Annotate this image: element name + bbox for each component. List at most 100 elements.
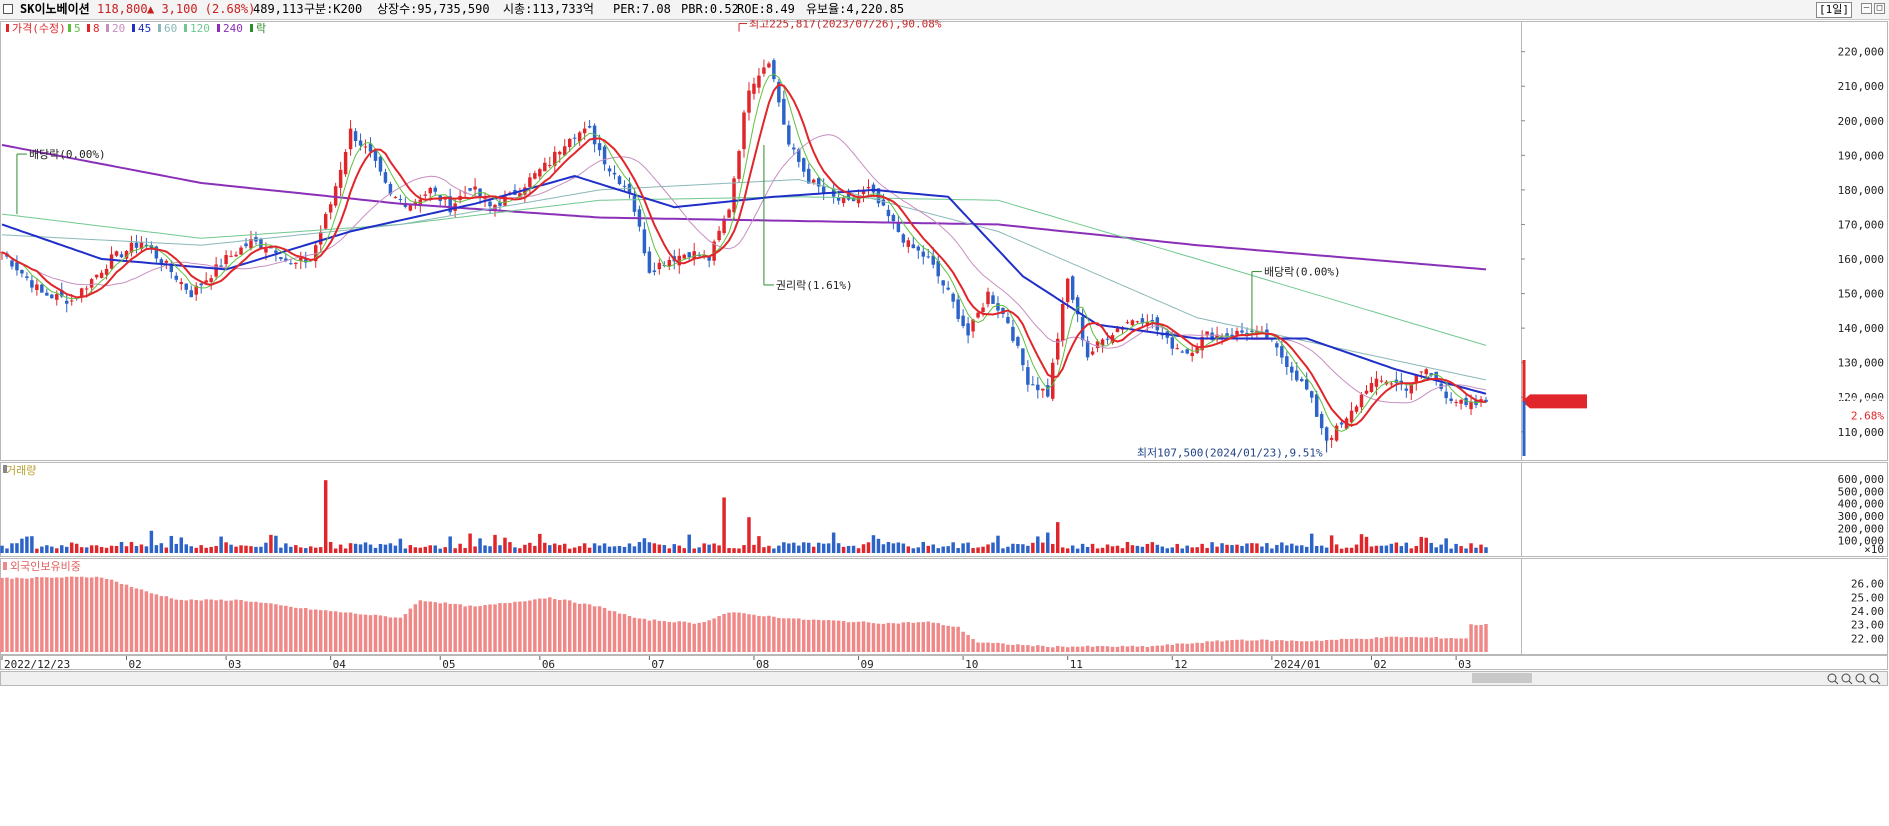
foreign-bar [602,607,607,652]
foreign-bar [592,606,597,652]
foreign-bar [941,625,945,652]
candle [587,126,592,128]
candle [1190,352,1194,357]
legend-item: 240 [223,22,243,35]
volume-bar [941,546,945,553]
candle [84,288,89,290]
volume-bar [677,545,681,553]
candle [816,178,821,187]
x-tick-label: 04 [333,658,347,671]
volume-bar [1349,547,1354,553]
candle [488,201,492,207]
volume-bar [134,546,139,553]
volume-y-tick: 400,000 [1838,498,1884,511]
candle [60,290,64,297]
volume-bar [304,548,308,553]
foreign-bar [348,612,353,652]
volume-y-tick: 500,000 [1838,485,1884,498]
candle [652,270,657,272]
period-selector[interactable]: [1일] [1816,2,1852,18]
chart-checkbox[interactable] [3,4,13,14]
foreign-bar [428,601,433,652]
candle [1125,322,1130,324]
ma60-line [1,178,1487,381]
volume-bar [508,542,512,553]
foreign-bar [1140,646,1145,652]
volume-bar [886,541,891,553]
volume-bar [1016,544,1020,553]
volume-bar [807,542,811,553]
foreign-bar [1130,645,1135,652]
maximize-icon[interactable]: □ [1874,3,1885,14]
volume-bar [10,543,14,553]
candle [1245,332,1249,335]
foreign-bar [841,621,846,652]
candle [1031,384,1035,386]
candle [1324,427,1329,441]
foreign-bar [50,577,54,652]
foreign-bar [662,621,667,652]
volume-bar [567,548,572,553]
price-change: ▲ 3,100 (2.68%) [147,2,256,16]
volume-bar [154,545,159,553]
volume-y-tick: 300,000 [1838,510,1884,523]
foreign-y-tick: 25.00 [1851,591,1884,604]
volume-bar [159,543,164,553]
foreign-bar [1464,638,1468,652]
foreign-bar [1120,645,1125,652]
volume-bar [503,537,507,553]
candle [1026,367,1030,385]
candle [144,244,149,247]
candle [154,246,159,259]
foreign-bar [1036,645,1040,652]
volume-bar [901,543,906,553]
zoom-reset-icon[interactable] [1855,673,1867,685]
candle [1140,318,1145,324]
legend-swatch [6,24,9,32]
volume-bar [254,546,258,553]
volume-bar [1424,537,1428,553]
y-tick-label: 170,000 [1838,218,1884,231]
volume-bar [1369,546,1374,553]
zoom-fit-icon[interactable] [1869,673,1881,685]
volume-bar [1270,548,1274,553]
volume-bar [966,542,970,553]
candle [338,169,343,188]
candle [1180,351,1184,353]
foreign-bar [966,634,970,652]
foreign-bar [378,615,383,652]
candle [622,185,627,187]
foreign-bar [1090,646,1095,652]
candle [548,165,552,167]
minimize-icon[interactable]: – [1861,3,1872,14]
volume-bar [30,536,34,553]
legend-item: 120 [190,22,210,35]
zoom-out-icon[interactable] [1841,673,1853,685]
foreign-bar [1100,646,1105,652]
scroll-thumb[interactable] [1472,673,1532,683]
foreign-bar [1384,636,1389,652]
foreign-bar [1434,636,1438,652]
candle [373,150,378,161]
volume-bar [981,546,985,553]
volume-bar [1041,542,1045,553]
roe-value: ROE:8.49 [737,2,795,16]
foreign-bar [214,600,218,652]
candle [682,254,686,259]
candle [1090,351,1095,355]
stock-chart[interactable]: 220,000 210,000 200,000 190,000 180,000 170,0… [0,20,1889,826]
scrollbar[interactable] [0,671,1888,686]
foreign-bar [802,619,806,652]
volume-bar [926,545,930,553]
candle [1060,304,1065,342]
candle [597,143,602,151]
candle [1300,379,1304,382]
foreign-bar [1344,638,1349,652]
foreign-bar [553,599,557,652]
candle [1319,413,1324,429]
volume-bar [1110,546,1115,553]
volume-bar [1290,543,1294,553]
zoom-in-icon[interactable] [1827,673,1839,685]
foreign-bar [458,604,462,652]
candle [1364,390,1369,394]
